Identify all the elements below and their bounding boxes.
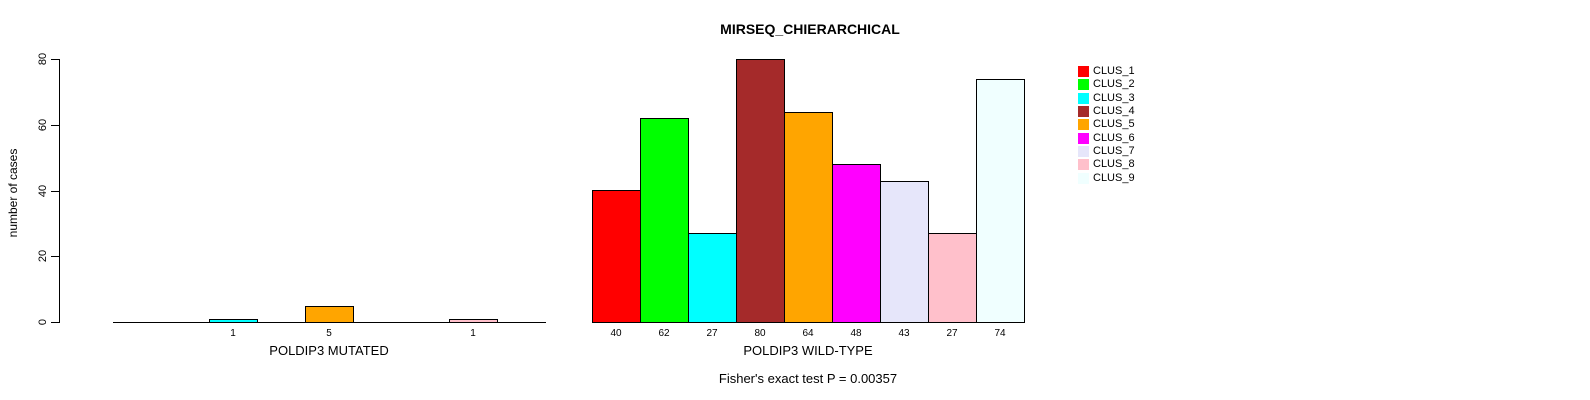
bar-clus_3 bbox=[209, 319, 258, 323]
legend-swatch-clus_1 bbox=[1078, 66, 1089, 77]
legend-label-clus_6: CLUS_6 bbox=[1093, 132, 1135, 144]
legend-label-clus_9: CLUS_9 bbox=[1093, 172, 1135, 184]
bar-value-label: 64 bbox=[802, 328, 814, 339]
group-label-wild-type: POLDIP3 WILD-TYPE bbox=[743, 343, 873, 358]
bar-clus_2 bbox=[640, 118, 689, 323]
y-tick-mark bbox=[51, 322, 59, 323]
y-axis-label: number of cases bbox=[6, 148, 20, 238]
chart-title: MIRSEQ_CHIERARCHICAL bbox=[720, 21, 900, 37]
bar-clus_8 bbox=[449, 319, 498, 323]
bar-clus_5 bbox=[784, 112, 833, 323]
bar-value-label: 1 bbox=[230, 328, 236, 339]
bar-value-label: 62 bbox=[658, 328, 670, 339]
y-tick-label: 20 bbox=[37, 249, 49, 263]
y-tick-mark bbox=[51, 125, 59, 126]
group-label-mutated: POLDIP3 MUTATED bbox=[269, 343, 389, 358]
y-tick-label: 40 bbox=[37, 184, 49, 198]
legend-swatch-clus_3 bbox=[1078, 93, 1089, 104]
bar-clus_3 bbox=[688, 233, 737, 323]
fisher-test-annotation: Fisher's exact test P = 0.00357 bbox=[718, 371, 898, 386]
y-tick-label: 60 bbox=[37, 118, 49, 132]
bar-clus_8 bbox=[928, 233, 977, 323]
y-tick-label: 80 bbox=[37, 52, 49, 66]
legend-swatch-clus_7 bbox=[1078, 146, 1089, 157]
y-tick-mark bbox=[51, 191, 59, 192]
legend-swatch-clus_8 bbox=[1078, 159, 1089, 170]
bar-value-label: 48 bbox=[850, 328, 862, 339]
bar-clus_5 bbox=[305, 306, 354, 323]
bar-value-label: 1 bbox=[470, 328, 476, 339]
bar-value-label: 80 bbox=[754, 328, 766, 339]
legend-label-clus_4: CLUS_4 bbox=[1093, 105, 1135, 117]
bar-clus_1 bbox=[592, 190, 641, 323]
bar-clus_6 bbox=[832, 164, 881, 323]
y-axis-line bbox=[59, 59, 60, 323]
bar-value-label: 27 bbox=[946, 328, 958, 339]
legend-label-clus_7: CLUS_7 bbox=[1093, 145, 1135, 157]
bar-value-label: 27 bbox=[706, 328, 718, 339]
bar-value-label: 74 bbox=[994, 328, 1006, 339]
y-tick-mark bbox=[51, 256, 59, 257]
bar-clus_7 bbox=[880, 181, 929, 323]
legend-label-clus_2: CLUS_2 bbox=[1093, 78, 1135, 90]
legend-label-clus_3: CLUS_3 bbox=[1093, 92, 1135, 104]
bar-value-label: 5 bbox=[326, 328, 332, 339]
bar-value-label: 40 bbox=[610, 328, 622, 339]
y-tick-mark bbox=[51, 59, 59, 60]
legend-swatch-clus_6 bbox=[1078, 133, 1089, 144]
legend-swatch-clus_2 bbox=[1078, 79, 1089, 90]
legend-label-clus_5: CLUS_5 bbox=[1093, 118, 1135, 130]
legend-swatch-clus_4 bbox=[1078, 106, 1089, 117]
bar-clus_9 bbox=[976, 79, 1025, 323]
bar-clus_4 bbox=[736, 59, 785, 323]
legend-label-clus_8: CLUS_8 bbox=[1093, 158, 1135, 170]
bar-value-label: 43 bbox=[898, 328, 910, 339]
legend-swatch-clus_9 bbox=[1078, 173, 1089, 184]
legend-label-clus_1: CLUS_1 bbox=[1093, 65, 1135, 77]
legend-swatch-clus_5 bbox=[1078, 119, 1089, 130]
y-tick-label: 0 bbox=[37, 318, 49, 326]
